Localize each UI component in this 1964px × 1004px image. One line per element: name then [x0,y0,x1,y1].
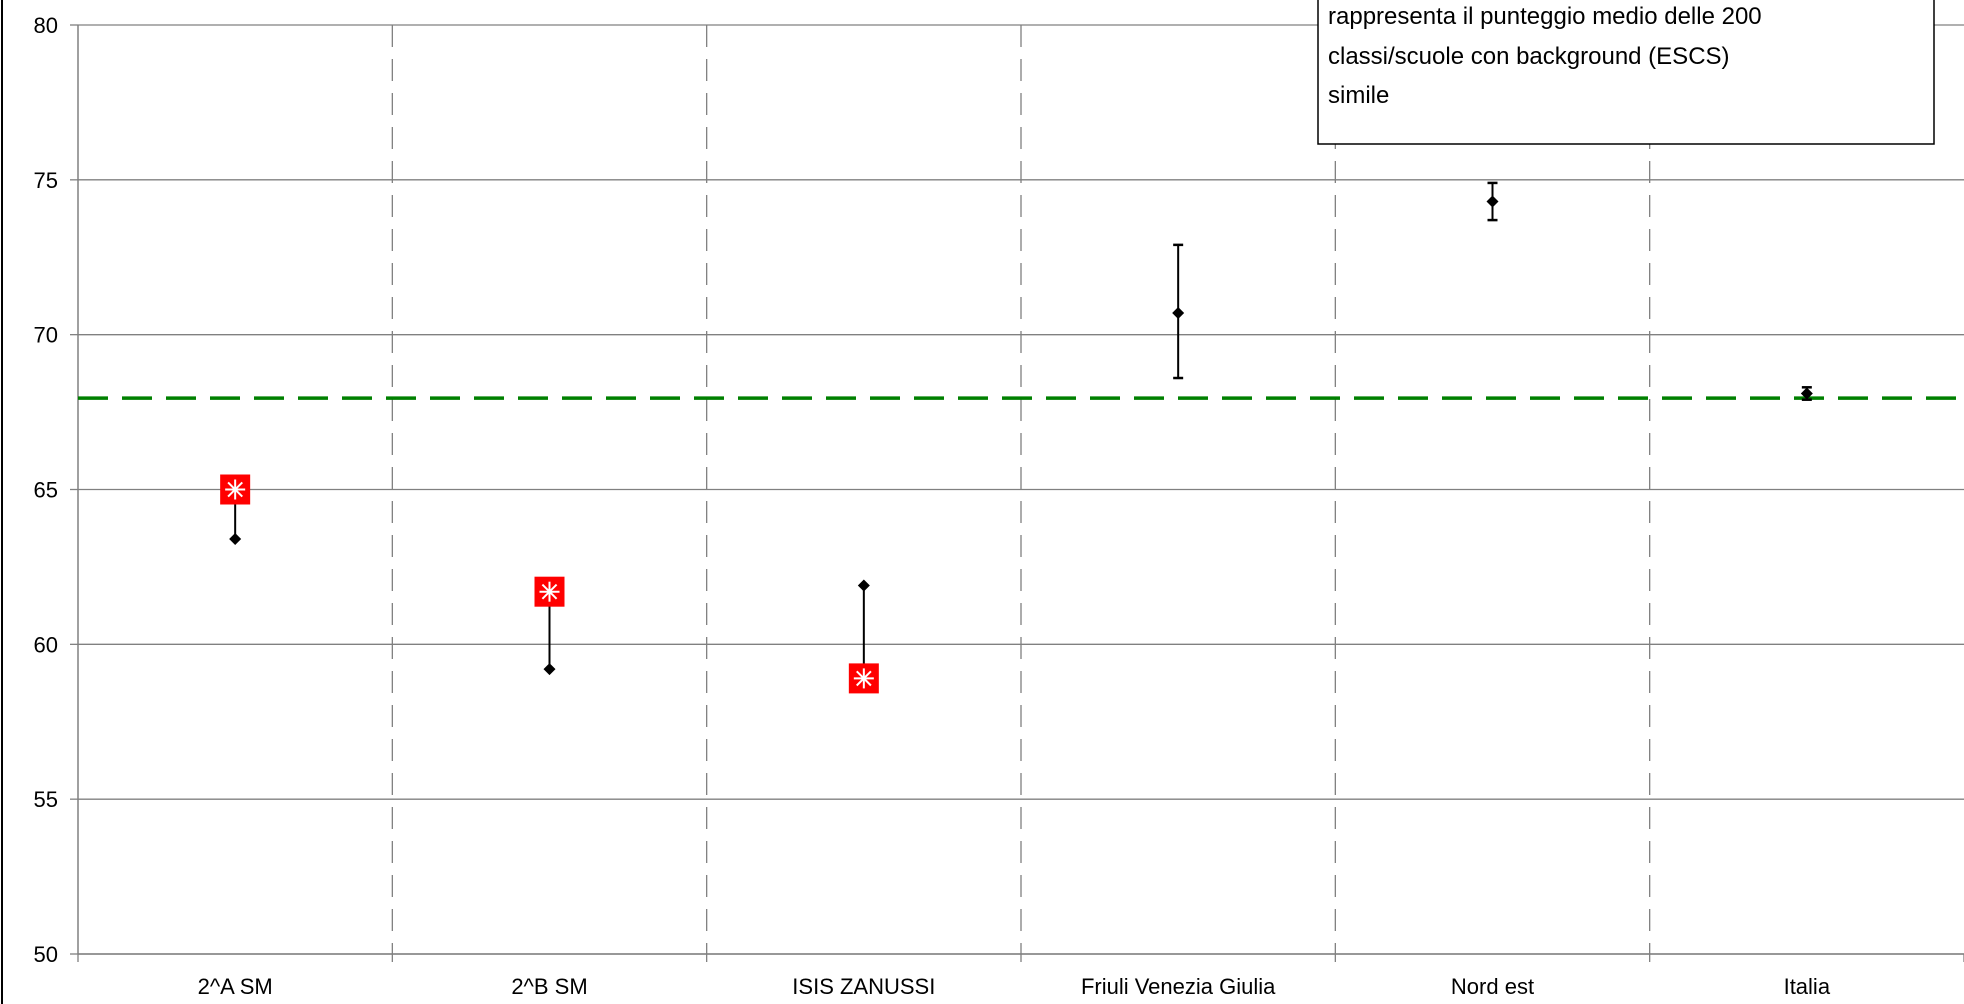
y-tick-label: 50 [34,942,58,967]
data-point-diamond [1172,306,1185,319]
annotation-line-3: simile [1328,82,1389,109]
data-point-diamond [1800,387,1813,400]
data-point-diamond [1486,195,1499,208]
asterisk-stroke [227,481,243,498]
x-tick-label: 2^B SM [511,974,587,999]
data-point-red-square [534,576,565,607]
data-point-red-square [848,663,879,694]
y-tick-label: 70 [34,323,58,348]
data-point-diamond [229,533,242,546]
data-point-diamond [857,579,870,592]
grid [78,24,1964,955]
x-tick-label: Italia [1784,974,1831,999]
y-tick-label: 60 [34,632,58,657]
x-tick-label: Friuli Venezia Giulia [1081,974,1276,999]
asterisk-stroke [856,670,872,687]
y-tick-label: 55 [34,787,58,812]
y-tick-label: 75 [34,168,58,193]
asterisk-stroke [541,583,558,600]
y-tick-label: 65 [34,478,58,503]
annotation-line-1: rappresenta il punteggio medio delle 200 [1328,3,1762,30]
x-tick-label: Nord est [1451,974,1534,999]
annotation-line-2: classi/scuole con background (ESCS) [1328,43,1730,70]
data-point-red-square [220,474,251,505]
x-tick-label: ISIS ZANUSSI [792,974,935,999]
y-tick-label: 80 [34,13,58,38]
data-point-diamond [543,663,556,676]
annotation-box: rappresenta il punteggio medio delle 200… [1317,0,1935,145]
annotation-frame [1317,0,1935,145]
data-marks [220,181,1813,694]
x-tick-label: 2^A SM [198,974,273,999]
